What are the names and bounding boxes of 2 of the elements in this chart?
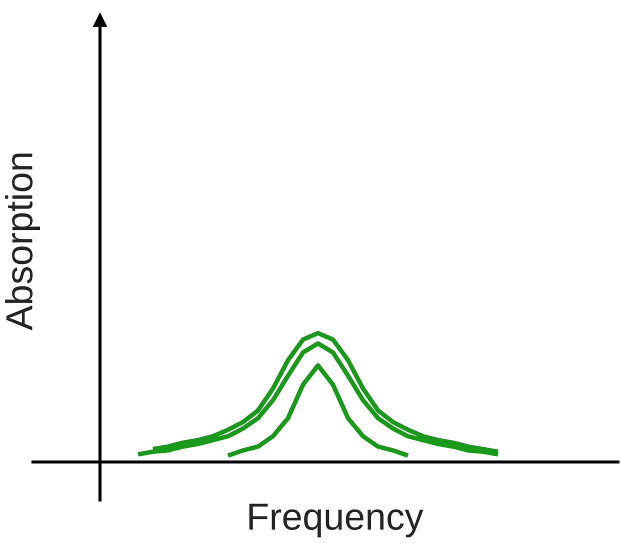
y-axis-title: Absorption [5,154,40,330]
x-axis-title: Frequency [249,504,424,538]
